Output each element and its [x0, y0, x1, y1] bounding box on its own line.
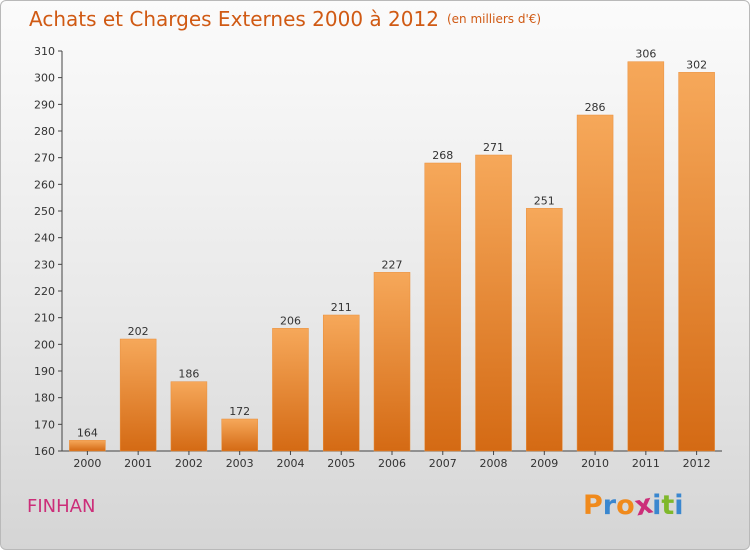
- data-label: 227: [382, 258, 403, 271]
- y-tick-label: 240: [34, 232, 55, 245]
- y-tick-label: 230: [34, 258, 55, 271]
- y-tick-label: 180: [34, 392, 55, 405]
- x-tick-label: 2006: [378, 457, 406, 470]
- chart-title-text: Achats et Charges Externes 2000 à 2012: [29, 7, 439, 31]
- x-tick-label: 2003: [226, 457, 254, 470]
- y-tick-label: 280: [34, 125, 55, 138]
- x-tick-label: 2002: [175, 457, 203, 470]
- data-label: 211: [331, 301, 352, 314]
- x-tick-label: 2000: [73, 457, 101, 470]
- y-tick-label: 200: [34, 338, 55, 351]
- bar: [627, 61, 665, 452]
- data-label: 172: [229, 405, 250, 418]
- logo-letter: t: [661, 490, 675, 521]
- data-label: 302: [686, 58, 707, 71]
- x-tick-label: 2001: [124, 457, 152, 470]
- data-label: 268: [432, 149, 453, 162]
- bar: [322, 314, 360, 452]
- x-tick-label: 2005: [327, 457, 355, 470]
- proxiti-logo: Proxiti: [583, 489, 684, 523]
- bar: [526, 208, 563, 452]
- bar: [221, 418, 258, 452]
- bar: [119, 338, 157, 452]
- y-tick-label: 210: [34, 312, 55, 325]
- data-label: 286: [585, 101, 606, 114]
- bar: [170, 381, 208, 452]
- bar: [424, 162, 462, 452]
- data-label: 306: [635, 48, 656, 61]
- place-name: FINHAN: [27, 496, 96, 517]
- x-tick-label: 2011: [632, 457, 660, 470]
- logo-letter: r: [602, 490, 617, 521]
- x-tick-label: 2012: [683, 457, 711, 470]
- logo-letter: o: [616, 490, 635, 521]
- y-tick-label: 170: [34, 418, 55, 431]
- bar: [272, 328, 309, 452]
- y-tick-label: 290: [34, 98, 55, 111]
- x-tick-label: 2004: [276, 457, 304, 470]
- chart-title: Achats et Charges Externes 2000 à 2012 (e…: [29, 7, 541, 31]
- y-tick-label: 250: [34, 205, 55, 218]
- bar: [678, 72, 715, 452]
- data-label: 251: [534, 194, 555, 207]
- x-tick-label: 2009: [530, 457, 558, 470]
- y-tick-label: 260: [34, 178, 55, 191]
- y-tick-label: 190: [34, 365, 55, 378]
- data-label: 164: [77, 426, 98, 439]
- bar: [373, 272, 411, 452]
- logo-letter: P: [583, 490, 603, 521]
- y-tick-label: 310: [34, 45, 55, 58]
- data-label: 202: [128, 325, 149, 338]
- bar: [576, 114, 614, 452]
- x-tick-label: 2007: [429, 457, 457, 470]
- y-tick-label: 270: [34, 152, 55, 165]
- data-label: 271: [483, 141, 504, 154]
- data-label: 206: [280, 314, 301, 327]
- bar: [475, 154, 512, 452]
- data-label: 186: [178, 368, 199, 381]
- logo-letter: i: [674, 490, 684, 521]
- y-tick-label: 300: [34, 72, 55, 85]
- y-tick-label: 220: [34, 285, 55, 298]
- bar: [69, 440, 106, 452]
- x-tick-label: 2008: [480, 457, 508, 470]
- chart-unit: (en milliers d'€): [446, 12, 542, 26]
- x-tick-label: 2010: [581, 457, 609, 470]
- y-tick-label: 160: [34, 445, 55, 458]
- logo-letter: i: [652, 490, 662, 521]
